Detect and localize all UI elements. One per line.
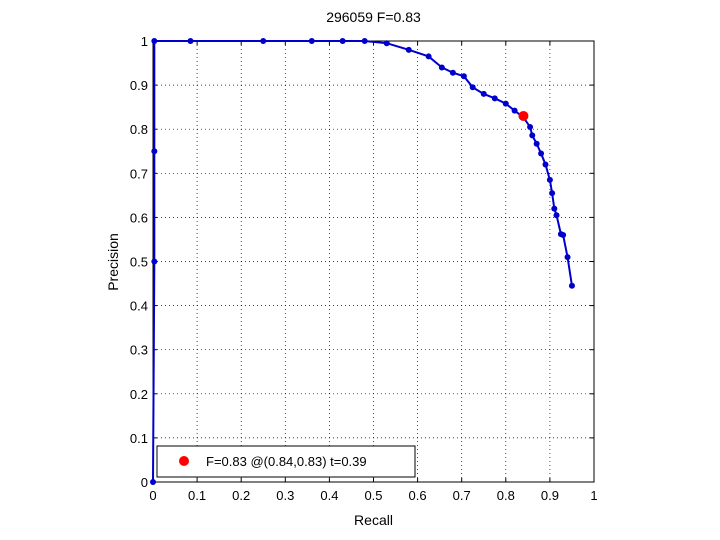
y-tick-label: 0.4 — [130, 299, 148, 314]
pr-curve-point — [542, 161, 549, 168]
pr-curve-point — [460, 73, 467, 80]
y-tick-label: 0.3 — [130, 343, 148, 358]
pr-curve-point — [511, 107, 518, 114]
pr-curve-point — [469, 84, 476, 91]
pr-curve-point — [546, 176, 553, 183]
y-tick-label: 0.5 — [130, 255, 148, 270]
y-tick-label: 1 — [141, 34, 148, 49]
pr-curve-point — [361, 38, 368, 44]
x-tick-label: 0.9 — [541, 488, 559, 503]
x-tick-label: 1 — [590, 488, 597, 503]
legend-label: F=0.83 @(0.84,0.83) t=0.39 — [206, 454, 367, 469]
axis-ticks: 0 0.1 0.2 0.3 0.4 0.5 0.6 0.7 0.8 0.9 1 0 0.1 0.2 0.3 0… — [130, 34, 598, 503]
pr-curve-point — [491, 95, 498, 102]
legend: F=0.83 @(0.84,0.83) t=0.39 — [156, 445, 416, 478]
pr-curve-point — [150, 479, 156, 485]
x-tick-label: 0.1 — [188, 488, 206, 503]
y-tick-label: 0.1 — [130, 431, 148, 446]
pr-curve-point — [151, 38, 158, 44]
pr-curve-point — [529, 132, 536, 139]
x-axis-label: Recall — [354, 512, 393, 528]
x-tick-label: 0.3 — [276, 488, 294, 503]
x-tick-label: 0.6 — [409, 488, 427, 503]
x-tick-label: 0.7 — [453, 488, 471, 503]
x-tick-label: 0 — [149, 488, 156, 503]
series-marks — [150, 38, 575, 485]
pr-curve-point — [187, 38, 194, 44]
pr-curve-point — [425, 53, 432, 60]
pr-curve-point — [151, 258, 158, 265]
pr-curve-point — [260, 38, 267, 44]
legend-box — [156, 445, 416, 478]
pr-curve-point — [551, 205, 558, 212]
pr-curve-point — [151, 148, 158, 155]
best-f-point — [518, 110, 529, 121]
pr-curve-point — [308, 38, 315, 44]
pr-curve-point — [560, 232, 567, 239]
x-tick-label: 0.5 — [364, 488, 382, 503]
x-tick-label: 0.2 — [232, 488, 250, 503]
pr-curve-point — [527, 123, 534, 130]
pr-curve-point — [383, 40, 390, 47]
pr-curve-point — [502, 100, 509, 107]
pr-curve-point — [405, 46, 412, 53]
y-tick-label: 0.9 — [130, 78, 148, 93]
grid — [153, 41, 594, 482]
y-tick-label: 0.8 — [130, 122, 148, 137]
pr-curve-point — [438, 64, 445, 71]
pr-curve-point — [533, 140, 540, 147]
x-tick-label: 0.8 — [497, 488, 515, 503]
y-tick-label: 0.6 — [130, 210, 148, 225]
chart-title: 296059 F=0.83 — [326, 9, 421, 25]
pr-curve-line — [152, 40, 573, 483]
pr-curve-point — [568, 282, 575, 289]
pr-curve-point — [564, 254, 571, 261]
y-tick-label: 0.7 — [130, 166, 148, 181]
pr-curve-point — [553, 212, 560, 219]
pr-curve-point — [549, 190, 556, 197]
pr-curve-point — [480, 90, 487, 97]
y-axis-label: Precision — [105, 233, 121, 291]
pr-curve-point — [538, 150, 545, 157]
legend-marker — [179, 456, 189, 466]
y-tick-label: 0.2 — [130, 387, 148, 402]
x-tick-label: 0.4 — [320, 488, 338, 503]
pr-curve-point — [339, 38, 346, 44]
y-tick-label: 0 — [141, 475, 148, 490]
pr-curve-point — [449, 69, 456, 76]
